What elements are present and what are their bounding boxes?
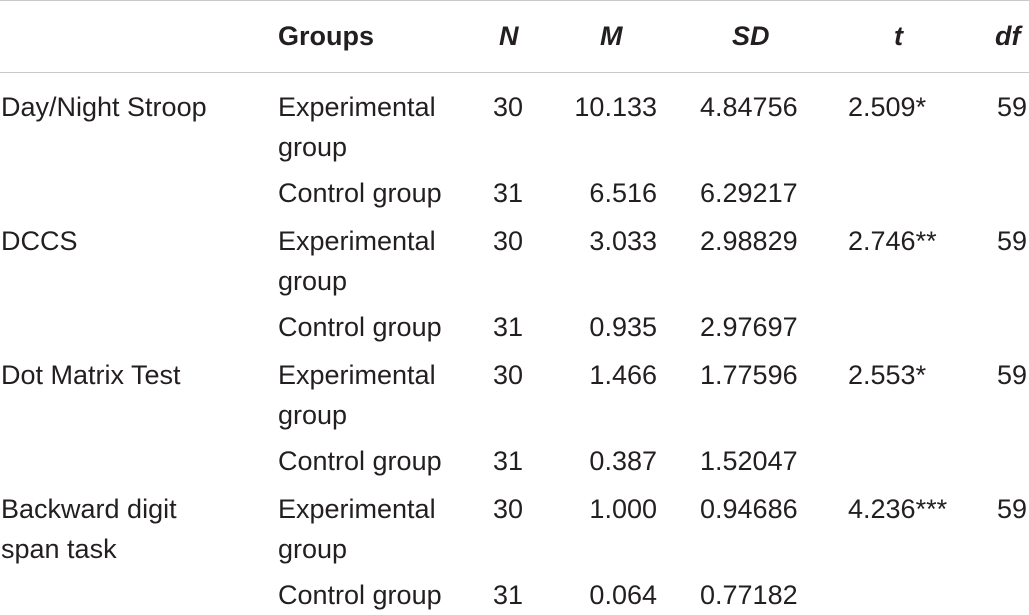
header-t: t: [894, 21, 903, 51]
sd-value: 1.77596: [700, 360, 798, 390]
n-value: 31: [493, 446, 524, 476]
n-value: 30: [493, 360, 524, 390]
group-label: Control group: [278, 446, 442, 476]
sd-value: 4.84756: [700, 92, 798, 122]
group-label: Control group: [278, 580, 442, 610]
t-value: 2.553*: [848, 360, 927, 390]
sd-value: 2.98829: [700, 226, 798, 256]
header-rule: [0, 72, 1029, 73]
sd-value: 2.97697: [700, 312, 798, 342]
sd-value: 1.52047: [700, 446, 798, 476]
m-value: 0.064: [589, 580, 657, 610]
header-df: df: [995, 21, 1021, 51]
header-groups: Groups: [278, 21, 375, 51]
sd-value: 0.94686: [700, 494, 798, 524]
m-value: 0.387: [589, 446, 657, 476]
sd-value: 6.29217: [700, 178, 798, 208]
t-value: 2.509*: [848, 92, 927, 122]
sd-value: 0.77182: [700, 580, 798, 610]
group-label: Control group: [278, 312, 442, 342]
n-value: 31: [493, 312, 524, 342]
m-value: 1.466: [589, 360, 657, 390]
group-label-continued: group: [278, 132, 348, 162]
m-value: 3.033: [589, 226, 657, 256]
m-value: 0.935: [589, 312, 657, 342]
measure-label: Day/Night Stroop: [1, 92, 207, 122]
header-sd: SD: [732, 21, 770, 51]
df-value: 59: [997, 226, 1028, 256]
group-label: Experimental: [278, 226, 436, 256]
t-value: 2.746**: [848, 226, 937, 256]
header-n: N: [499, 21, 519, 51]
header-m: M: [600, 21, 623, 51]
df-value: 59: [997, 360, 1028, 390]
m-value: 10.133: [574, 92, 657, 122]
m-value: 6.516: [589, 178, 657, 208]
n-value: 31: [493, 580, 524, 610]
group-label-continued: group: [278, 534, 348, 564]
df-value: 59: [997, 92, 1028, 122]
n-value: 30: [493, 494, 524, 524]
df-value: 59: [997, 494, 1028, 524]
measure-label: Dot Matrix Test: [1, 360, 181, 390]
measure-label: Backward digit: [1, 494, 177, 524]
group-label: Experimental: [278, 494, 436, 524]
top-rule: [0, 0, 1029, 1]
n-value: 30: [493, 226, 524, 256]
group-label-continued: group: [278, 266, 348, 296]
measure-label: DCCS: [1, 226, 78, 256]
n-value: 30: [493, 92, 524, 122]
group-label: Experimental: [278, 360, 436, 390]
m-value: 1.000: [589, 494, 657, 524]
group-label: Experimental: [278, 92, 436, 122]
group-label-continued: group: [278, 400, 348, 430]
n-value: 31: [493, 178, 524, 208]
measure-label-continued: span task: [1, 534, 117, 564]
group-label: Control group: [278, 178, 442, 208]
t-value: 4.236***: [848, 494, 948, 524]
